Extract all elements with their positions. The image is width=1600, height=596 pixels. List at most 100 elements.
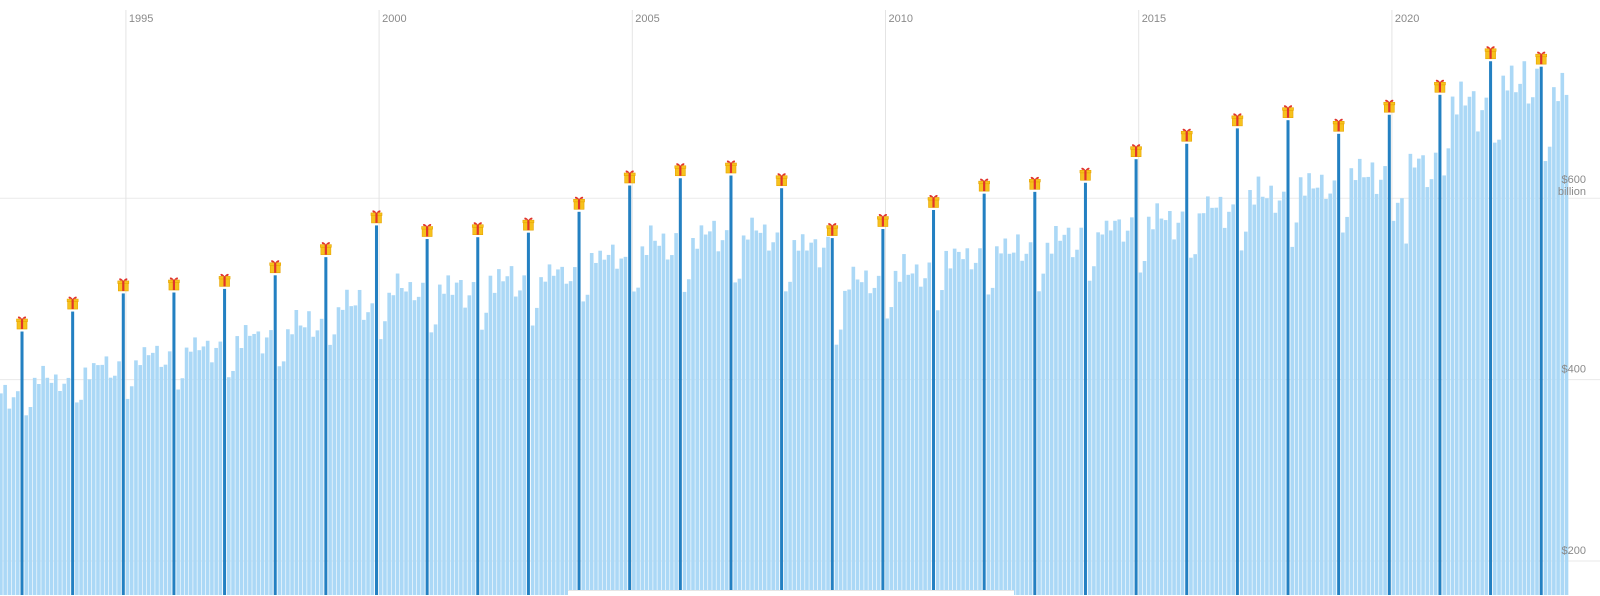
monthly-bar [167, 351, 172, 595]
monthly-bar [695, 248, 700, 595]
monthly-bar [619, 258, 624, 595]
monthly-bar [1552, 87, 1556, 595]
monthly-bar [788, 281, 792, 595]
monthly-bar [214, 347, 218, 595]
monthly-bar [1269, 185, 1273, 595]
monthly-bar [1514, 92, 1518, 595]
monthly-bar [471, 282, 476, 595]
monthly-bar [573, 267, 577, 595]
monthly-bar [1244, 231, 1248, 595]
monthly-bar [113, 375, 117, 595]
monthly-bar [767, 250, 771, 595]
monthly-bar [1497, 139, 1501, 595]
monthly-bar [999, 253, 1003, 595]
monthly-bar [805, 250, 809, 595]
x-tick-label: 2015 [1142, 13, 1166, 25]
monthly-bar [1400, 198, 1404, 595]
monthly-bar [62, 383, 67, 595]
monthly-bar [859, 282, 864, 595]
monthly-bar [1256, 176, 1261, 595]
monthly-bar [180, 378, 185, 595]
monthly-bar [349, 306, 353, 595]
gift-icon [725, 160, 737, 174]
monthly-bar [193, 337, 197, 595]
gift-icon [16, 316, 28, 330]
monthly-bar [817, 267, 822, 595]
monthly-bar [319, 318, 324, 595]
monthly-bar [1218, 196, 1223, 595]
monthly-bar [421, 282, 425, 595]
monthly-bar [235, 336, 240, 595]
monthly-bar [1341, 232, 1345, 595]
monthly-bar [11, 397, 16, 595]
december-bar [577, 211, 581, 595]
monthly-bar [1020, 260, 1024, 595]
gift-icon [1231, 113, 1244, 127]
monthly-bar [708, 231, 712, 595]
gift-icon [1282, 105, 1294, 118]
monthly-bar [1324, 199, 1328, 595]
monthly-bar [1522, 61, 1527, 595]
monthly-bar [1277, 200, 1282, 595]
december-bar [1185, 143, 1189, 595]
monthly-bar [699, 225, 704, 595]
monthly-bar [1260, 196, 1265, 595]
monthly-bar [1374, 193, 1379, 595]
monthly-bar [648, 225, 653, 595]
monthly-bar [1066, 227, 1071, 595]
monthly-bar [1210, 207, 1214, 595]
monthly-bar [117, 361, 121, 595]
gift-icon [421, 224, 433, 237]
x-tick-label: 2005 [635, 13, 659, 25]
december-bar [932, 209, 936, 595]
gift-icon [978, 178, 990, 192]
monthly-bar [957, 251, 961, 595]
monthly-bar [1349, 168, 1354, 595]
december-bar [324, 257, 328, 595]
monthly-bar [1265, 198, 1269, 595]
monthly-bar [1391, 220, 1396, 595]
monthly-bar [935, 310, 940, 595]
monthly-bar [864, 270, 868, 595]
monthly-bar [1366, 176, 1370, 595]
monthly-bar [66, 377, 71, 595]
gift-icon [775, 173, 788, 187]
monthly-bar [1011, 252, 1016, 595]
monthly-bar [632, 291, 636, 595]
monthly-bar [492, 292, 497, 595]
december-bar [1033, 191, 1037, 595]
december-bar [71, 311, 75, 595]
monthly-bar [602, 259, 607, 595]
monthly-bar [868, 293, 873, 595]
monthly-bar [328, 344, 332, 595]
monthly-bar [923, 278, 927, 595]
monthly-bar [995, 246, 999, 595]
gift-icon [117, 278, 130, 292]
monthly-bar [437, 284, 442, 595]
monthly-bar [741, 235, 746, 595]
monthly-bar [1429, 179, 1434, 595]
monthly-bar [1362, 177, 1366, 595]
monthly-bar [311, 336, 315, 595]
x-tick-label: 2010 [889, 13, 913, 25]
monthly-bar [260, 353, 265, 595]
monthly-bar [906, 274, 911, 595]
monthly-bar [290, 334, 294, 595]
monthly-bar [387, 292, 391, 595]
monthly-bar [758, 232, 763, 595]
y-tick-label: $600 billion [1558, 174, 1586, 198]
monthly-bar [1501, 75, 1506, 595]
december-bar [526, 232, 530, 595]
monthly-bar [872, 287, 877, 595]
december-bar [273, 275, 277, 595]
monthly-bar [1239, 250, 1244, 595]
monthly-bar [433, 324, 438, 595]
monthly-bar [919, 286, 923, 595]
monthly-bar [809, 242, 813, 595]
monthly-bar [53, 374, 58, 595]
monthly-bar [1176, 222, 1181, 595]
monthly-bar [294, 310, 299, 595]
monthly-bar [488, 275, 493, 595]
monthly-bar [551, 275, 556, 595]
monthly-bar [1353, 180, 1358, 595]
